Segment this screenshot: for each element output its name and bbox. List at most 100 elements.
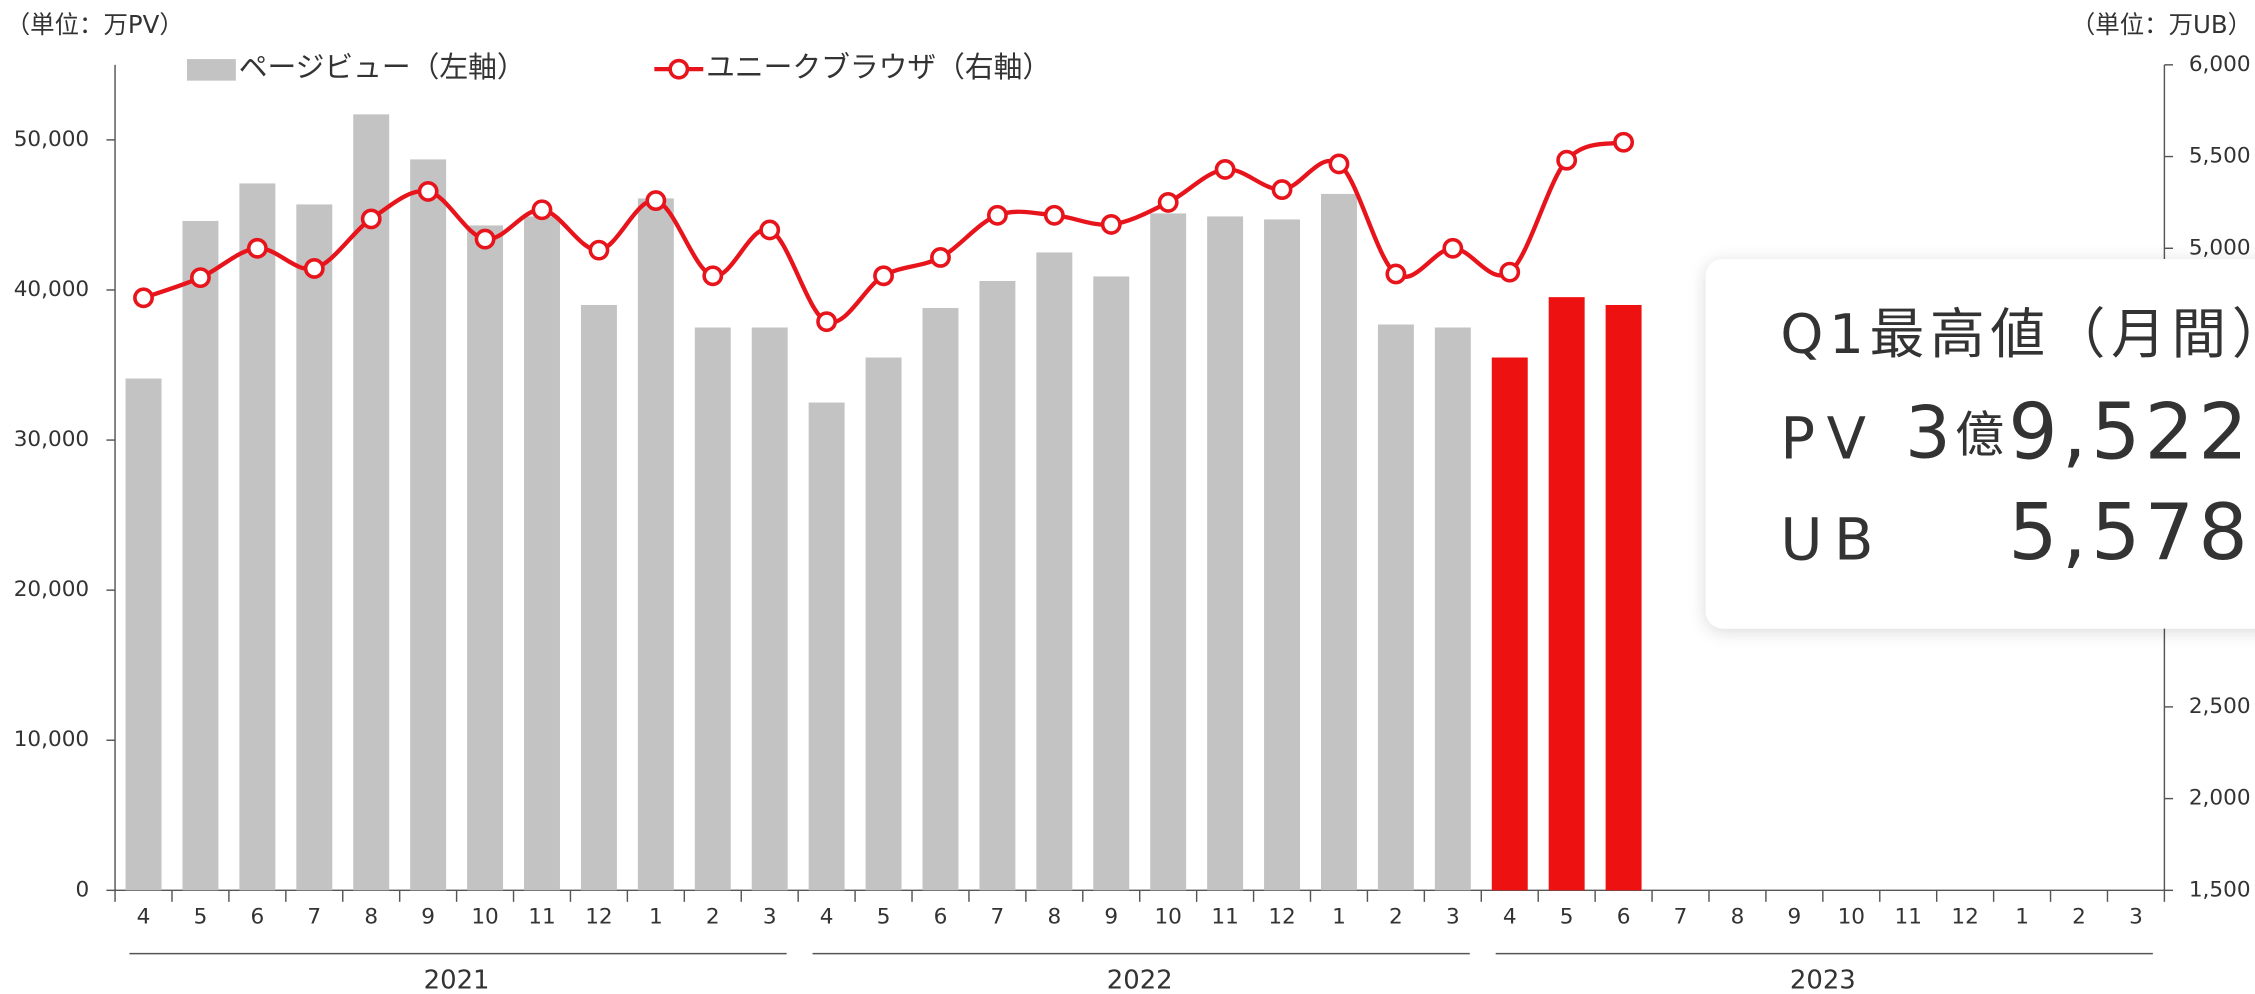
- bar: [125, 378, 162, 891]
- y2-tick-label: 6,000: [2189, 52, 2251, 77]
- y2-tick-label: 1,500: [2189, 877, 2251, 902]
- bar: [808, 402, 845, 891]
- x-tick-label: 6: [934, 905, 948, 930]
- bar: [922, 307, 959, 891]
- callout-label: PV: [1780, 406, 1877, 473]
- x-tick-label: 7: [991, 905, 1005, 930]
- line-marker: [588, 239, 610, 261]
- bar: [353, 114, 390, 891]
- x-tick-label: 2: [1389, 905, 1403, 930]
- line-marker: [133, 287, 154, 309]
- legend-swatch: [186, 59, 236, 81]
- x-tick-label: 10: [1154, 905, 1181, 930]
- y2-tick-label: 5,500: [2189, 144, 2251, 169]
- bar: [580, 304, 617, 891]
- callout-value-part: 9,522: [2008, 388, 2252, 478]
- line-marker: [1556, 149, 1578, 171]
- bar: [1093, 276, 1130, 891]
- bar: [694, 327, 731, 891]
- callout-value: 3億9,522: [1905, 388, 2252, 478]
- line-marker: [1271, 179, 1293, 201]
- y2-tick-label: 5,000: [2189, 235, 2251, 260]
- x-tick-label: 11: [1895, 905, 1922, 930]
- callout-title: Q1最高値（月間）: [1780, 302, 2255, 366]
- bar: [1605, 304, 1642, 891]
- line-marker: [1499, 261, 1521, 283]
- bar: [1207, 216, 1244, 891]
- x-tick-label: 9: [421, 905, 435, 930]
- line-marker: [417, 180, 439, 202]
- x-tick-label: 6: [251, 905, 265, 930]
- y-tick-label: 0: [75, 877, 89, 902]
- bar: [751, 327, 788, 891]
- x-tick-label: 9: [1788, 905, 1802, 930]
- x-tick-label: 10: [471, 905, 498, 930]
- line-marker: [645, 190, 667, 212]
- year-label: 2021: [424, 965, 490, 994]
- line-marker: [1157, 191, 1179, 213]
- legend-swatch: [668, 58, 690, 80]
- bar: [1264, 219, 1301, 891]
- legend-label: ユニークブラウザ（右軸）: [706, 50, 1051, 84]
- callout-box: [1705, 258, 2255, 629]
- x-tick-label: 9: [1104, 905, 1118, 930]
- bar: [1434, 327, 1471, 891]
- y-tick-label: 40,000: [14, 277, 89, 302]
- x-tick-label: 3: [763, 905, 777, 930]
- bar: [296, 204, 333, 891]
- x-tick-label: 7: [1674, 905, 1688, 930]
- x-tick-label: 4: [820, 905, 834, 930]
- y2-tick-label: 2,500: [2189, 694, 2251, 719]
- x-tick-label: 7: [307, 905, 321, 930]
- x-tick-label: 5: [1560, 905, 1574, 930]
- x-tick-label: 12: [585, 905, 612, 930]
- x-tick-label: 1: [649, 905, 663, 930]
- x-tick-label: 3: [2129, 905, 2143, 930]
- line-marker: [702, 265, 724, 287]
- x-tick-label: 5: [194, 905, 208, 930]
- line-marker: [1442, 237, 1464, 259]
- line-marker: [1385, 263, 1407, 285]
- callout-value-part: 億: [1955, 406, 2008, 463]
- bar: [467, 225, 504, 891]
- bar: [1036, 252, 1073, 891]
- x-tick-label: 12: [1951, 905, 1978, 930]
- y-tick-label: 10,000: [14, 727, 89, 752]
- bar: [865, 357, 902, 891]
- y2-tick-label: 2,000: [2189, 786, 2251, 811]
- callout-label: UB: [1780, 506, 1885, 573]
- line-marker: [816, 311, 838, 333]
- line-marker: [190, 267, 211, 289]
- callout-value-part: 3: [1905, 390, 1955, 474]
- y-unit-label: （単位：万PV）: [6, 10, 184, 39]
- legend-label: ページビュー（左軸）: [239, 50, 526, 84]
- year-label: 2022: [1107, 965, 1173, 994]
- line-marker: [930, 247, 951, 268]
- x-tick-label: 6: [1617, 905, 1631, 930]
- line-marker: [873, 265, 894, 287]
- x-tick-label: 11: [1211, 905, 1238, 930]
- x-tick-label: 8: [1047, 905, 1061, 930]
- y-tick-label: 50,000: [14, 127, 89, 152]
- y-tick-label: 20,000: [14, 577, 89, 602]
- bar: [637, 198, 674, 891]
- x-tick-label: 3: [1446, 905, 1460, 930]
- x-tick-label: 11: [528, 905, 555, 930]
- line-marker: [360, 208, 382, 230]
- x-tick-label: 2: [706, 905, 720, 930]
- x-tick-label: 5: [877, 905, 891, 930]
- line-marker: [986, 204, 1008, 226]
- line-marker: [1100, 214, 1122, 235]
- bar: [524, 216, 560, 891]
- line-marker: [1328, 153, 1350, 175]
- line-marker: [1613, 131, 1635, 153]
- bar: [410, 159, 447, 891]
- x-tick-label: 8: [1731, 905, 1745, 930]
- bar: [239, 183, 276, 891]
- bar: [182, 220, 219, 891]
- y-tick-label: 30,000: [14, 427, 89, 452]
- bar: [1548, 297, 1585, 891]
- x-tick-label: 1: [2015, 905, 2029, 930]
- bar: [979, 280, 1016, 891]
